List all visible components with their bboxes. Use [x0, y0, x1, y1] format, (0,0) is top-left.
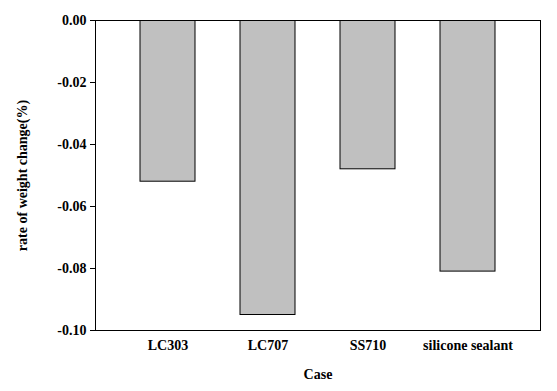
svg-text:silicone sealant: silicone sealant [423, 338, 513, 353]
svg-text:0.00: 0.00 [62, 13, 87, 28]
svg-text:rate of weight change(%): rate of weight change(%) [15, 100, 31, 252]
svg-text:LC303: LC303 [148, 338, 188, 353]
svg-text:-0.08: -0.08 [57, 261, 86, 276]
svg-text:-0.02: -0.02 [57, 75, 86, 90]
svg-text:Case: Case [304, 367, 333, 382]
svg-text:-0.06: -0.06 [57, 199, 86, 214]
svg-text:-0.04: -0.04 [57, 137, 86, 152]
svg-text:SS710: SS710 [350, 338, 387, 353]
svg-text:-0.10: -0.10 [57, 323, 86, 338]
svg-text:LC707: LC707 [248, 338, 288, 353]
